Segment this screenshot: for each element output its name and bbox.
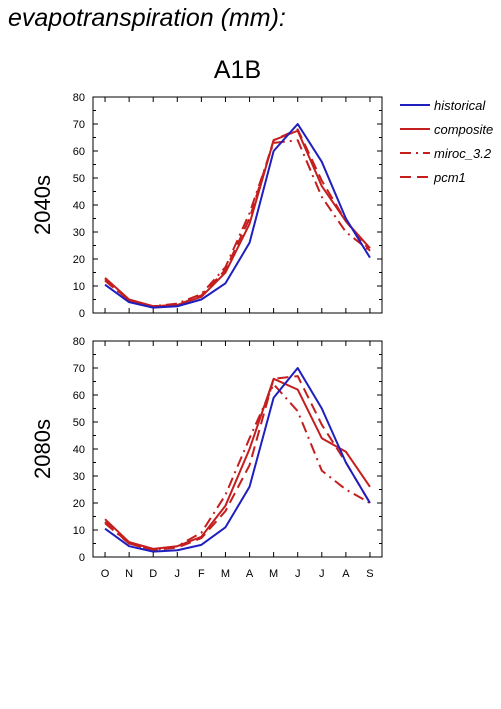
y-tick-label: 80	[73, 92, 85, 104]
y-tick-label: 0	[79, 308, 85, 320]
scenario-title: A1B	[213, 56, 262, 84]
legend-label: miroc_3.2	[434, 146, 492, 161]
series-line-pcm1	[104, 128, 371, 308]
page-title: evapotranspiration (mm):	[8, 4, 286, 32]
y-tick-label: 70	[73, 119, 85, 131]
y-tick-label: 30	[73, 227, 85, 239]
x-tick-label: F	[198, 568, 205, 580]
panel-2080s: 0 10 20 30 40 50 60 70 80 O N D J F M A M J J A S 2080s	[30, 336, 383, 580]
row-label: 2040s	[30, 175, 55, 235]
plot-frame	[92, 96, 383, 314]
y-tick-label: 20	[73, 254, 85, 266]
legend: historical composite miroc_3.2 pcm1	[400, 98, 493, 185]
x-tick-label: O	[101, 568, 110, 580]
series-line-composite	[104, 129, 371, 308]
series-line-pcm1	[104, 375, 371, 552]
y-tick-label: 60	[73, 390, 85, 402]
series-line-historical	[104, 367, 371, 553]
y-tick-label: 80	[73, 336, 85, 348]
y-tick-label: 10	[73, 525, 85, 537]
x-tick-label: S	[366, 568, 373, 580]
series-line-composite	[104, 377, 371, 550]
series-line-miroc-3-2	[104, 383, 371, 552]
legend-label: historical	[434, 98, 486, 113]
y-tick-label: 40	[73, 200, 85, 212]
y-tick-label: 50	[73, 173, 85, 185]
plot-frame	[92, 340, 383, 558]
x-tick-label: N	[125, 568, 133, 580]
y-tick-label: 50	[73, 417, 85, 429]
y-tick-label: 0	[79, 552, 85, 564]
y-tick-label: 20	[73, 498, 85, 510]
y-tick-label: 70	[73, 363, 85, 375]
x-tick-label: J	[295, 568, 301, 580]
x-tick-label: M	[269, 568, 278, 580]
x-tick-label: A	[342, 568, 350, 580]
y-tick-label: 60	[73, 146, 85, 158]
legend-label: composite	[434, 122, 493, 137]
series-line-miroc-3-2	[104, 139, 371, 308]
y-tick-label: 30	[73, 471, 85, 483]
x-tick-label: J	[175, 568, 181, 580]
x-tick-label: D	[149, 568, 157, 580]
y-tick-label: 40	[73, 444, 85, 456]
y-tick-label: 10	[73, 281, 85, 293]
x-tick-label: A	[246, 568, 254, 580]
series-line-historical	[104, 123, 371, 309]
x-tick-label: J	[319, 568, 325, 580]
legend-label: pcm1	[433, 170, 466, 185]
row-label: 2080s	[30, 419, 55, 479]
x-tick-label: M	[221, 568, 230, 580]
panel-2040s: 0 10 20 30 40 50 60 70 80 2040s	[30, 92, 383, 320]
